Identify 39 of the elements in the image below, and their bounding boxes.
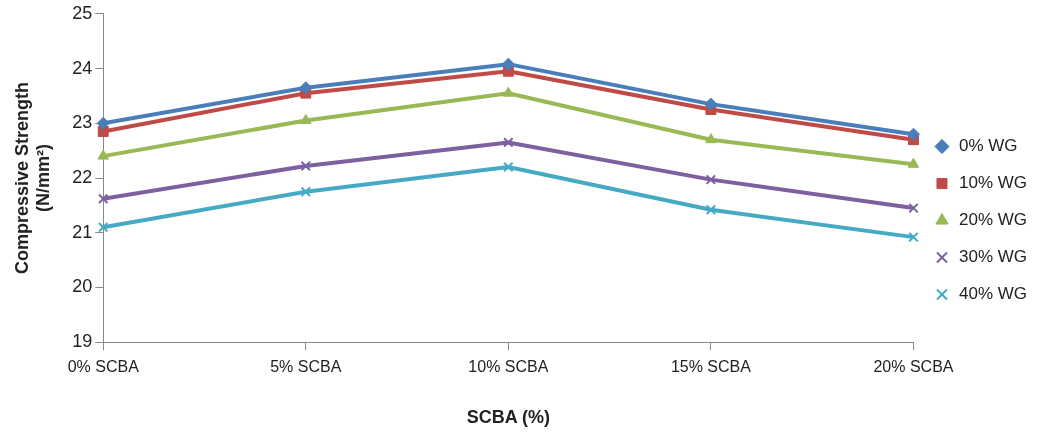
x-tick-label: 5% SCBA — [270, 358, 342, 376]
y-tick-label: 22 — [72, 166, 93, 187]
point — [907, 157, 920, 168]
y-axis-title: Compressive Strength (N/mm²) — [11, 81, 54, 275]
legend-label: 0% WG — [958, 136, 1018, 156]
point — [300, 160, 312, 172]
point — [300, 186, 312, 197]
y-tick-label: 21 — [72, 221, 93, 242]
point — [300, 114, 312, 125]
point — [501, 57, 515, 71]
point — [503, 161, 514, 173]
x-tick-label: 20% SCBA — [873, 358, 954, 376]
point — [705, 174, 717, 185]
point — [96, 116, 110, 130]
y-tick-label: 20 — [72, 276, 93, 297]
legend-label: 30% WG — [958, 247, 1028, 267]
x-tick-label: 10% SCBA — [468, 358, 549, 376]
y-tick-label: 19 — [72, 331, 93, 352]
point — [906, 127, 920, 141]
legend-label: 20% WG — [958, 210, 1028, 230]
x-tick-label: 0% SCBA — [67, 358, 140, 376]
legend-label: 10% WG — [958, 173, 1028, 193]
y-tick-label: 24 — [72, 57, 93, 78]
point — [705, 133, 717, 144]
point — [908, 231, 919, 243]
y-tick-label: 23 — [72, 112, 93, 133]
y-tick-label: 25 — [72, 2, 93, 23]
point — [704, 97, 718, 111]
point — [299, 81, 313, 95]
point — [97, 222, 109, 233]
x-tick-label: 15% SCBA — [670, 358, 752, 376]
point — [97, 149, 109, 160]
point — [502, 86, 515, 97]
point — [97, 193, 109, 205]
x-axis-title: SCBA (%) — [466, 407, 551, 428]
point — [908, 202, 919, 214]
legend-label: 40% WG — [958, 284, 1028, 304]
point — [503, 137, 514, 148]
point — [705, 204, 717, 215]
